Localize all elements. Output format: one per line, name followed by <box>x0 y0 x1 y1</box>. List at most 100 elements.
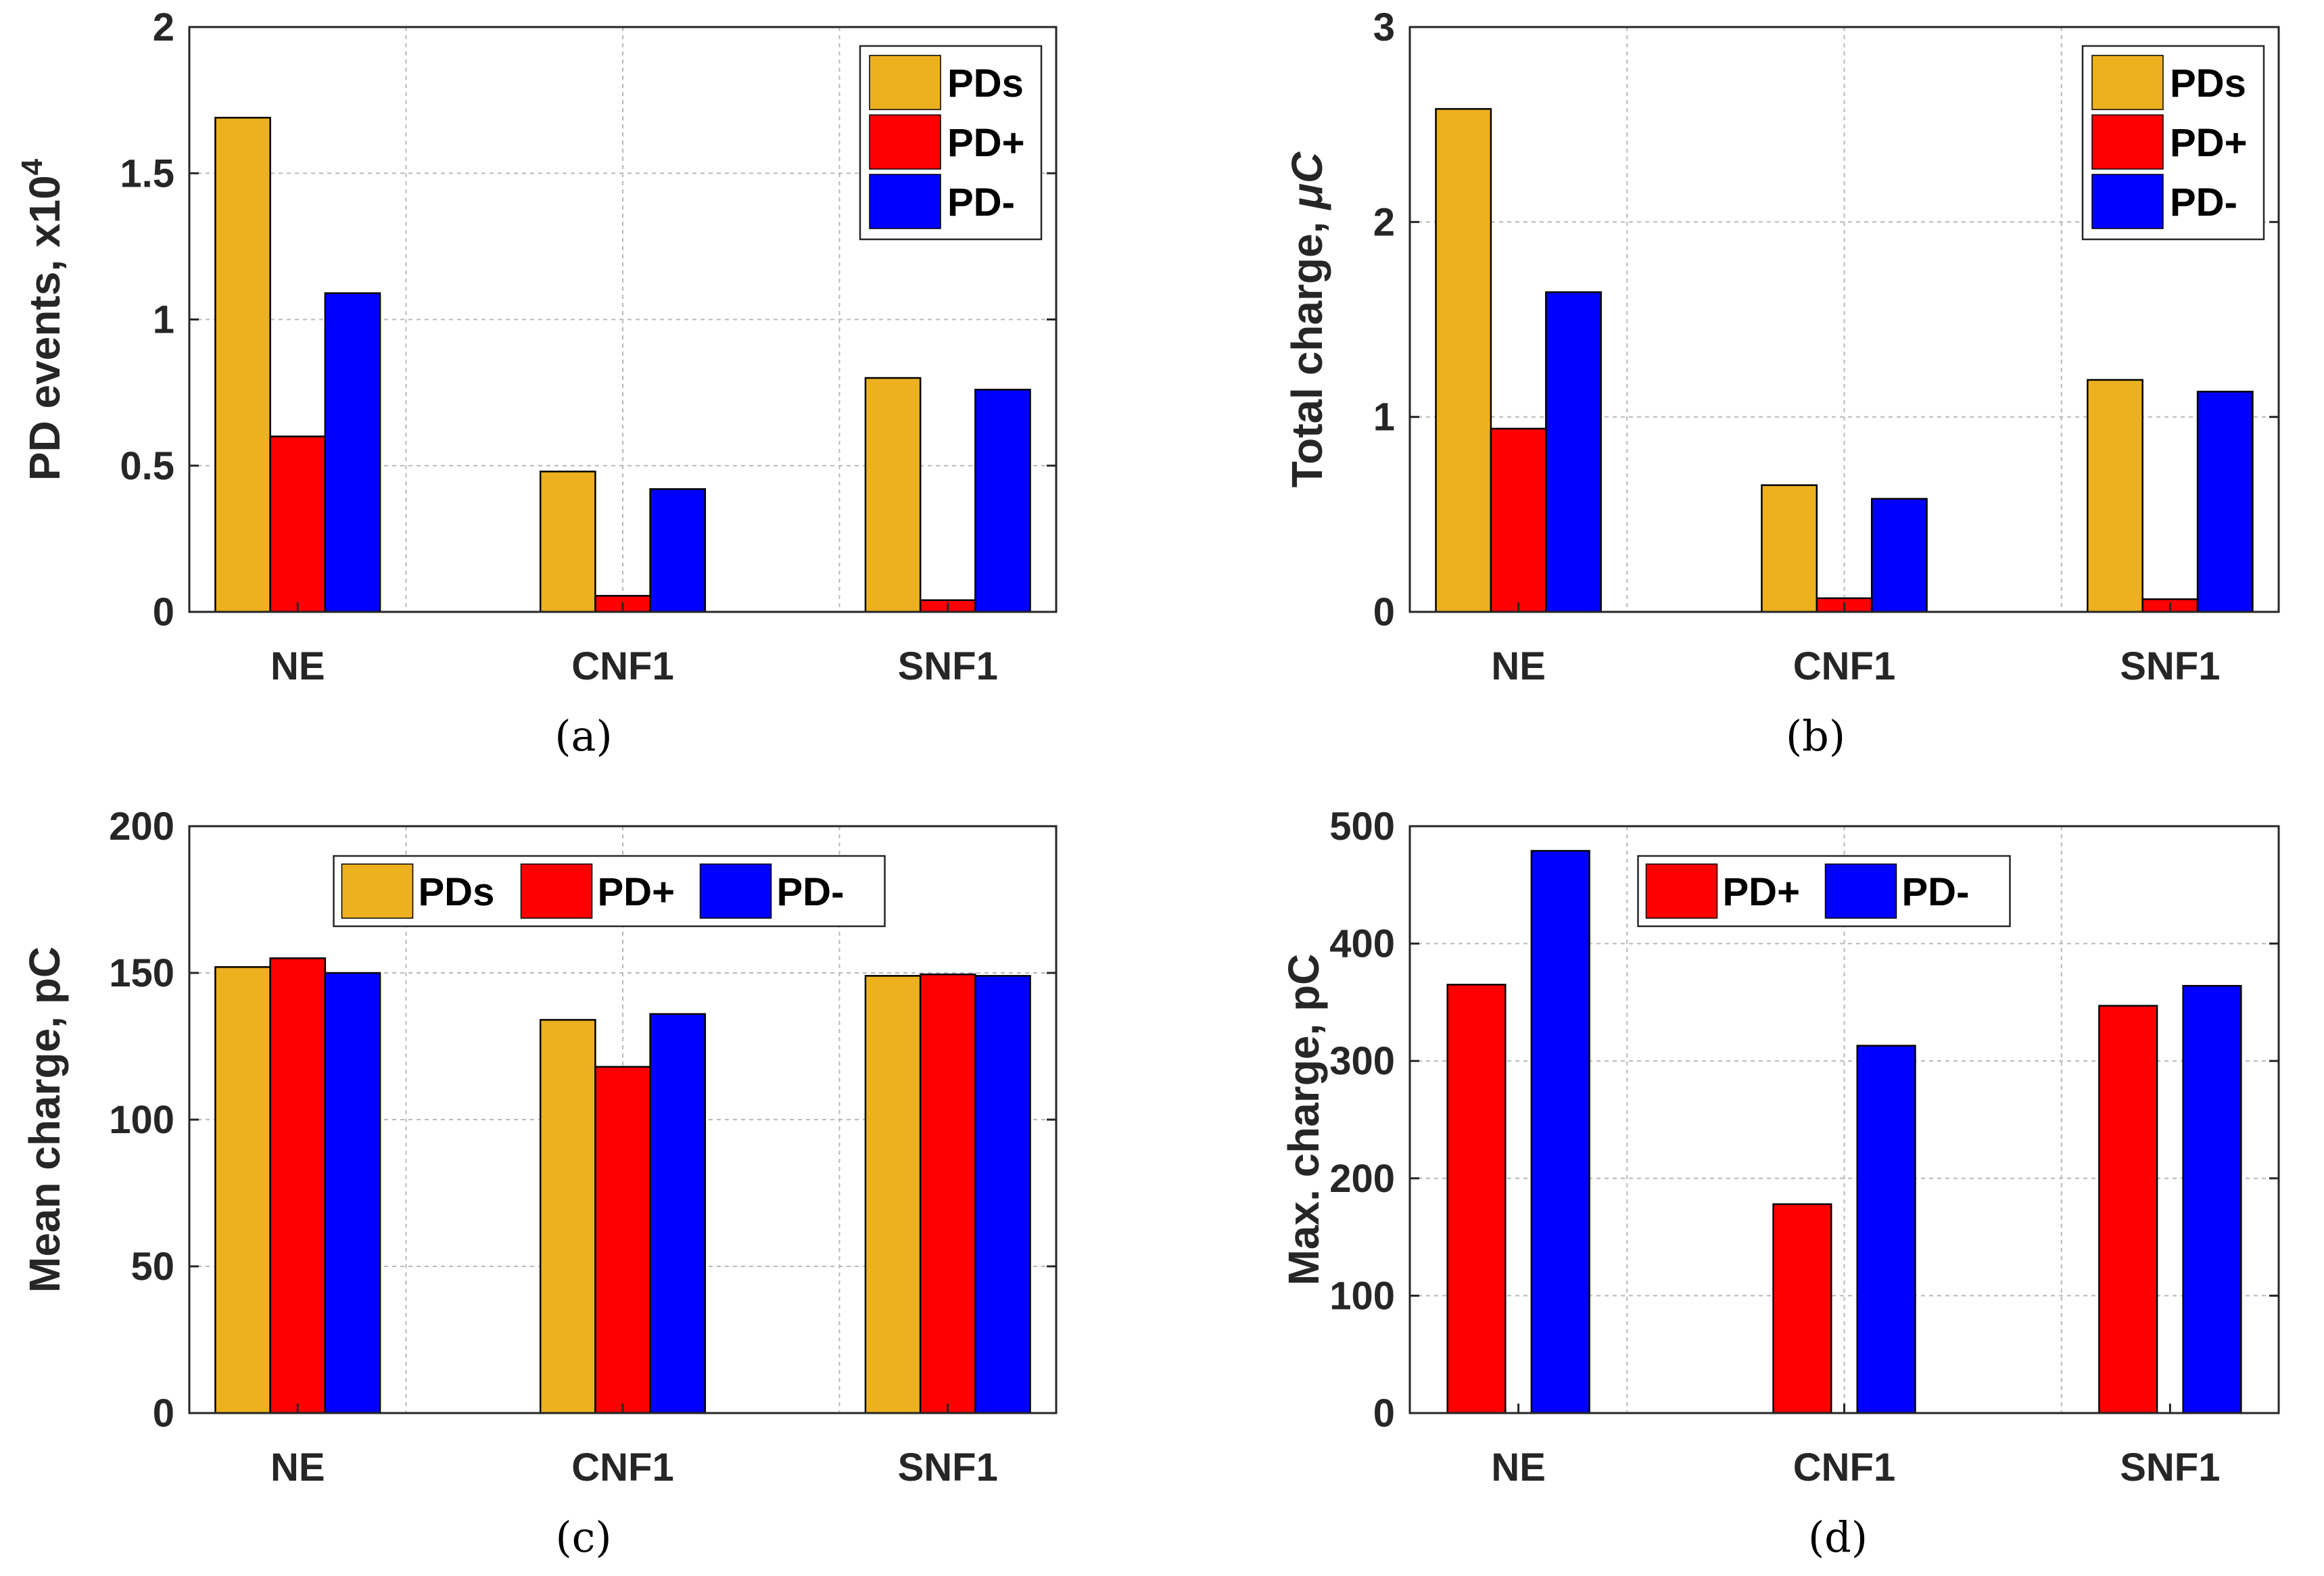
bar-PD--NE <box>1530 850 1590 1414</box>
bar-PD--CNF1 <box>649 488 707 613</box>
legend-swatch-PDs <box>869 55 941 110</box>
chart-panel-4: 0 100 200 300 400 500 NE CNF1 SNF1 Max. charge, p… <box>1279 805 2280 1562</box>
bar-PD--CNF1 <box>649 1013 707 1414</box>
bar-PDs-NE <box>1435 108 1492 613</box>
y-tick-label: 0 <box>1373 590 1395 634</box>
legend-swatch-PD- <box>699 863 772 919</box>
legend-swatch-PD+ <box>869 114 941 170</box>
legend-label-PD+: PD+ <box>2170 121 2247 165</box>
y-tick-label: 500 <box>1329 805 1395 849</box>
x-tick-label: NE <box>270 644 325 688</box>
bar-PDs-SNF1 <box>864 975 922 1414</box>
x-tick-label: CNF1 <box>1793 1446 1895 1489</box>
y-tick-label: 1 <box>1373 396 1395 439</box>
x-tick-label: SNF1 <box>2120 1446 2220 1489</box>
legend-label-PDs: PDs <box>419 870 495 914</box>
y-tick-label: 100 <box>109 1098 174 1142</box>
y-axis-label-text: Mean charge, pC <box>20 947 69 1293</box>
legend-swatch-PD+ <box>1645 863 1718 919</box>
bar-PD+-CNF1 <box>594 1066 651 1414</box>
legend-label-PD-: PD- <box>1902 870 1970 914</box>
y-tick-label: 2 <box>153 5 174 49</box>
y-axis-label-text: PD events, x10 <box>20 175 69 481</box>
bar-PD+-NE <box>1446 984 1507 1414</box>
y-axis-label-text: Total charge, <box>1283 222 1331 488</box>
x-tick-label: SNF1 <box>898 644 998 688</box>
legend-label-PD-: PD- <box>947 181 1015 224</box>
chart-panel-3: 0 50 100 150 200 NE CNF1 SNF1 Mean charge, pC (c)… <box>20 805 1058 1562</box>
bar-PD--CNF1 <box>1870 498 1928 613</box>
bar-PD--NE <box>324 292 381 613</box>
bar-PD+-SNF1 <box>919 973 976 1414</box>
legend-label-PD+: PD+ <box>947 121 1024 165</box>
legend-swatch-PD- <box>1824 863 1897 919</box>
y-tick-label: 0 <box>153 1391 174 1435</box>
legend: PD+ PD- <box>1637 855 2011 928</box>
x-tick-label: CNF1 <box>1793 644 1895 688</box>
legend-box <box>333 855 886 928</box>
y-axis-label: Max. charge, pC <box>1279 954 1328 1286</box>
y-axis-label-text: Max. charge, pC <box>1279 954 1328 1286</box>
bar-PDs-NE <box>214 966 271 1414</box>
bar-PD--SNF1 <box>974 975 1031 1414</box>
x-tick-label: SNF1 <box>898 1446 998 1489</box>
panel-caption: (b) <box>1786 711 1845 761</box>
x-tick-label: NE <box>1491 644 1546 688</box>
legend-swatch-PD- <box>2091 174 2164 229</box>
y-tick-label: 150 <box>109 951 174 995</box>
bar-PDs-CNF1 <box>1761 484 1818 613</box>
bar-PD+-SNF1 <box>2098 1005 2158 1414</box>
y-axis-label-superscript: 4 <box>16 158 49 175</box>
legend-label-PD-: PD- <box>2170 181 2237 224</box>
x-tick-label: SNF1 <box>2120 644 2220 688</box>
y-tick-label: 1 <box>153 298 174 342</box>
bar-PDs-CNF1 <box>539 471 596 613</box>
y-tick-label: 0 <box>153 590 174 634</box>
bar-PDs-CNF1 <box>539 1019 596 1414</box>
y-tick-label: 100 <box>1329 1274 1395 1318</box>
bar-PD--NE <box>1545 291 1602 613</box>
y-tick-label: 0 <box>1373 1391 1395 1435</box>
bar-PDs-SNF1 <box>864 377 922 613</box>
chart-panel-1: 0 0.5 1 1.5 2 NE CNF1 SNF1 PD events, x104 (a) PDs… <box>16 5 1058 761</box>
legend-swatch-PD- <box>869 174 941 229</box>
y-axis-label: Total charge, μC <box>1283 151 1331 487</box>
bar-PD--SNF1 <box>974 389 1031 613</box>
bar-PD--NE <box>324 972 381 1414</box>
y-tick-label: 300 <box>1329 1039 1395 1083</box>
legend-label-PDs: PDs <box>947 62 1024 105</box>
y-axis-label: Mean charge, pC <box>20 947 69 1293</box>
y-tick-label: 1.5 <box>120 151 174 195</box>
bar-PD+-NE <box>269 435 327 613</box>
y-tick-label: 400 <box>1329 922 1395 966</box>
legend-label-PDs: PDs <box>2170 62 2246 105</box>
x-tick-label: NE <box>1491 1446 1546 1489</box>
legend-swatch-PDs <box>341 863 414 919</box>
bar-PD--CNF1 <box>1856 1045 1916 1414</box>
legend-label-PD-: PD- <box>777 870 845 914</box>
x-tick-label: CNF1 <box>571 1446 673 1489</box>
y-tick-label: 2 <box>1373 200 1395 244</box>
panel-caption: (d) <box>1808 1512 1868 1562</box>
legend-swatch-PDs <box>2091 55 2164 110</box>
legend-swatch-PD+ <box>520 863 593 919</box>
bar-PDs-SNF1 <box>2087 379 2143 613</box>
legend-label-PD+: PD+ <box>1723 870 1800 914</box>
y-tick-label: 50 <box>131 1245 174 1289</box>
y-tick-label: 0.5 <box>120 444 174 488</box>
y-axis-label-unit: μC <box>1283 151 1331 211</box>
y-tick-label: 200 <box>109 805 174 849</box>
legend-label-PD+: PD+ <box>598 870 675 914</box>
y-axis-label: PD events, x104 <box>16 158 69 481</box>
legend: PDs PD+ PD- <box>333 855 886 928</box>
y-tick-label: 200 <box>1329 1157 1395 1201</box>
bar-PD+-NE <box>269 957 327 1414</box>
panel-caption: (a) <box>554 711 612 761</box>
bar-PD+-NE <box>1490 427 1547 613</box>
y-tick-label: 3 <box>1373 5 1395 49</box>
legend: PDs PD+ PD- <box>2081 45 2265 241</box>
x-tick-label: CNF1 <box>571 644 673 688</box>
legend-swatch-PD+ <box>2091 114 2164 170</box>
